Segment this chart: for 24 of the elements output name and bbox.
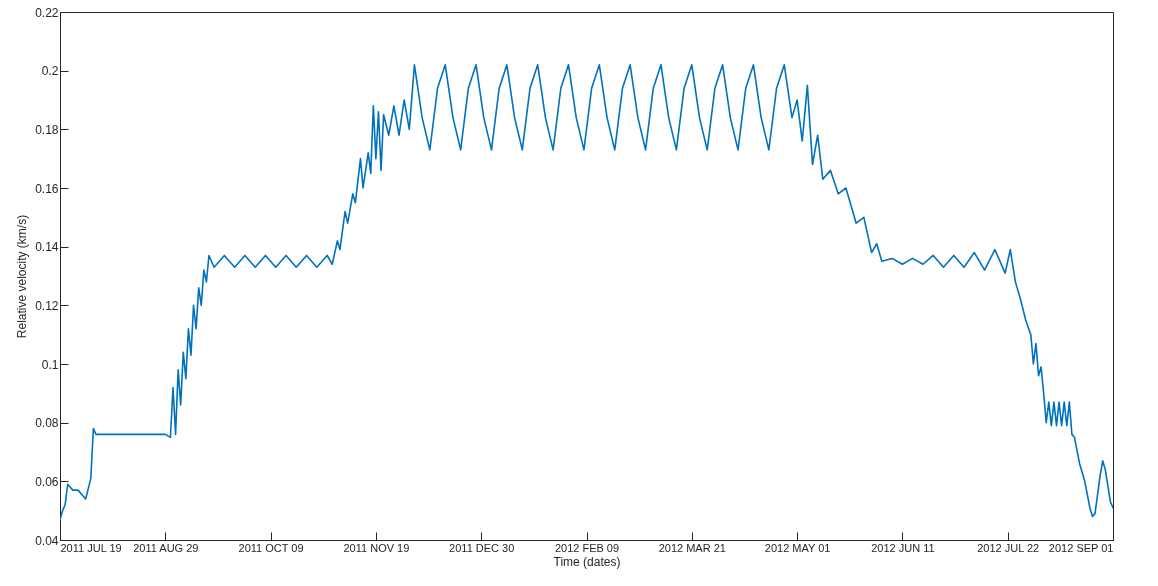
y-tick-label: 0.04	[35, 533, 59, 548]
y-tick-label: 0.08	[35, 416, 59, 431]
y-tick-label: 0.16	[35, 181, 59, 196]
y-tick-label: 0.14	[35, 240, 59, 255]
x-tick-label: 2011 JUL 19	[60, 541, 122, 554]
x-tick-label: 2012 MAR 21	[658, 541, 726, 554]
x-tick-label: 2012 MAY 01	[764, 541, 831, 554]
x-tick-label: 2012 FEB 09	[554, 541, 620, 554]
x-tick-label: 2012 JUL 22	[977, 541, 1040, 554]
x-tick-label: 2011 OCT 09	[238, 541, 304, 554]
line-series	[60, 64, 1113, 521]
y-tick-label: 0.12	[35, 298, 59, 313]
x-tick-label: 2012 JUN 11	[871, 541, 935, 554]
x-axis-title: Time (dates)	[553, 554, 621, 569]
y-tick-label: 0.1	[41, 357, 59, 372]
y-axis-title: Relative velocity (km/s)	[15, 214, 30, 339]
y-tick-label: 0.18	[35, 122, 59, 137]
x-tick-label: 2011 AUG 29	[133, 541, 199, 554]
x-tick-label: 2012 SEP 01	[1048, 541, 1114, 554]
x-tick-label: 2011 NOV 19	[343, 541, 410, 554]
y-tick-label: 0.22	[35, 5, 59, 20]
y-tick-label: 0.2	[41, 64, 59, 79]
x-tick-label: 2011 DEC 30	[449, 541, 515, 554]
y-tick-label: 0.06	[35, 474, 59, 489]
